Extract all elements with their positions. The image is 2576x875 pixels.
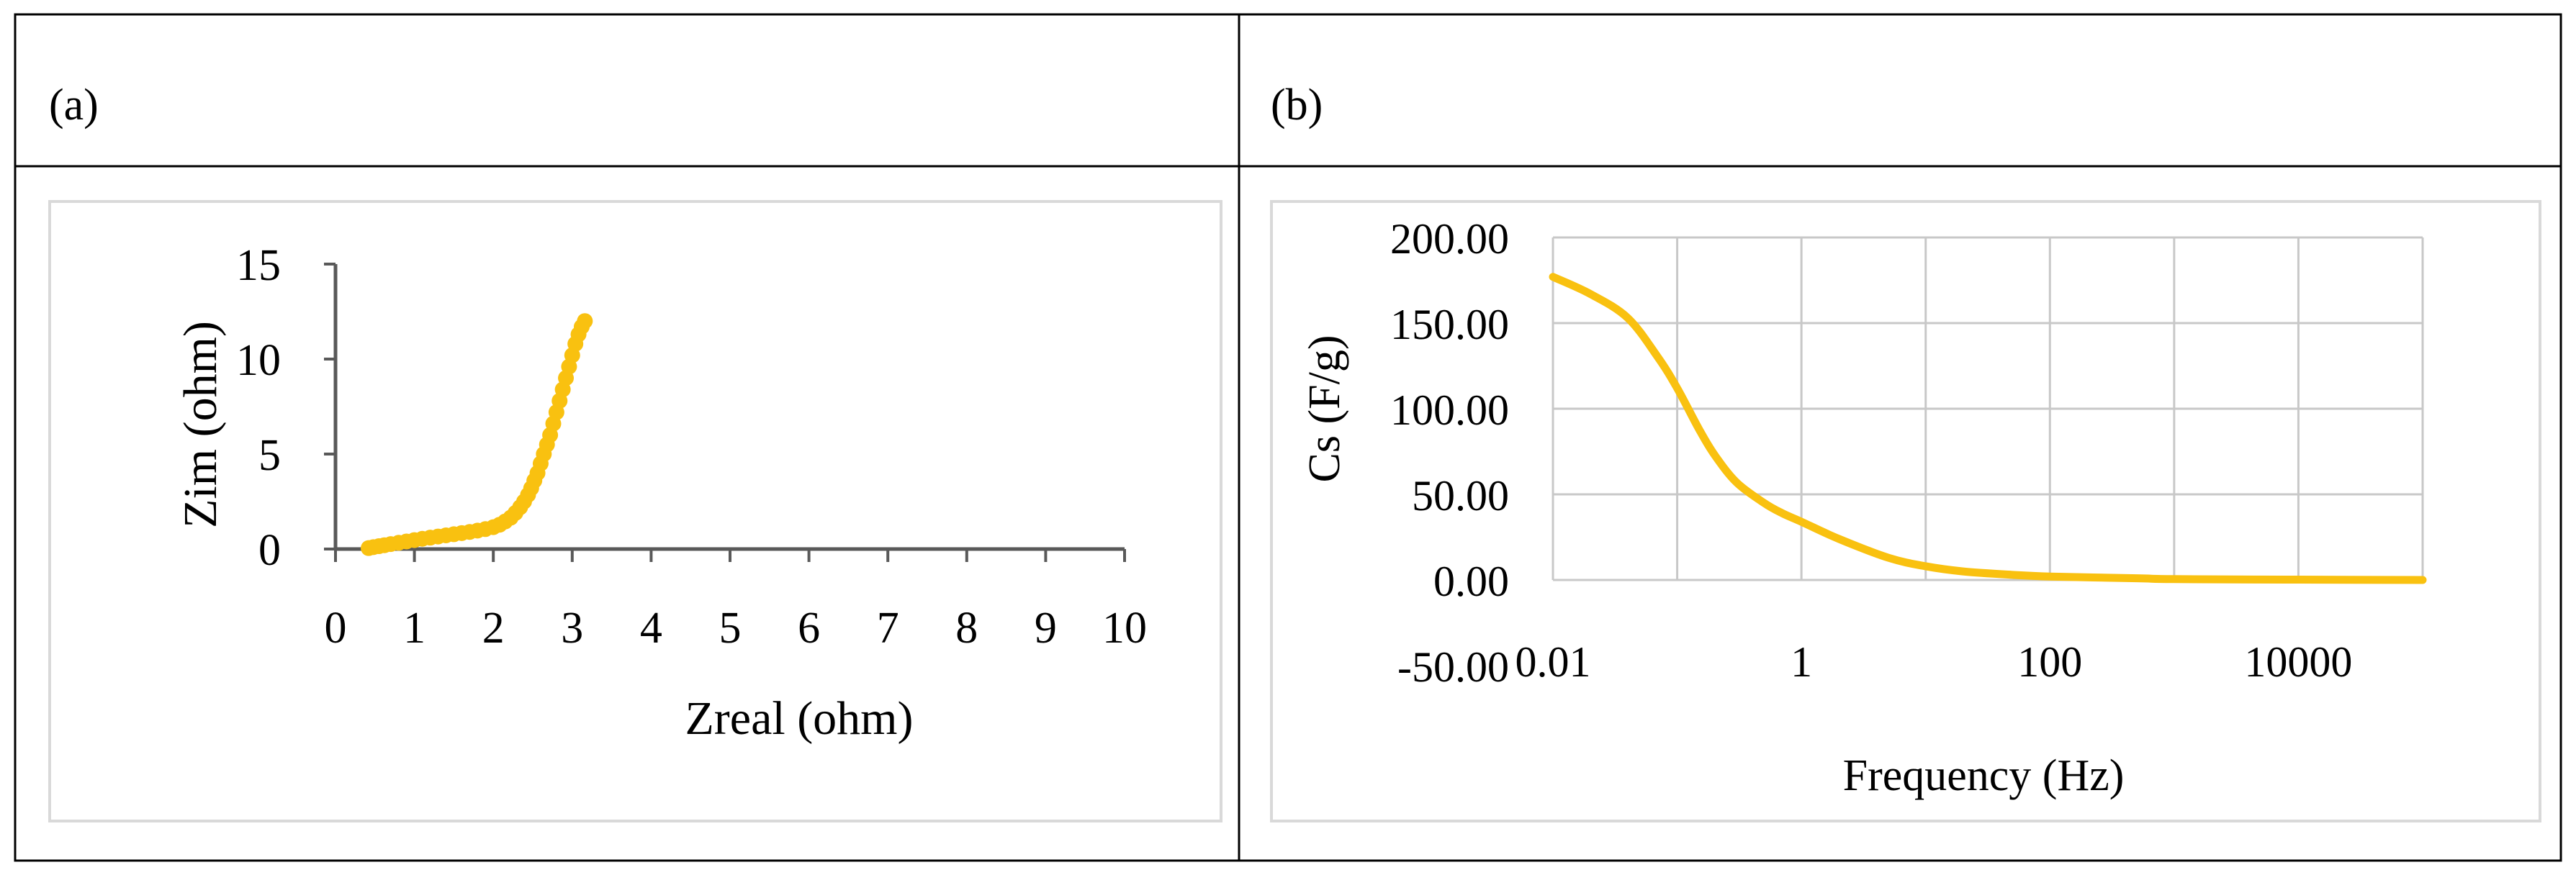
chart-a-y-tick-label: 5 xyxy=(258,431,281,480)
chart-b-gridlines xyxy=(1552,236,2424,581)
chart-b-x-tick-label: 1 xyxy=(1791,638,1812,686)
chart-a-x-tick-label: 5 xyxy=(719,604,742,653)
chart-a-tick-labels: 0 1 2 3 4 5 6 7 8 9 10 0 5 10 15 xyxy=(236,241,1147,653)
chart-a-x-tick-label: 8 xyxy=(955,604,978,653)
chart-a-x-tick-label: 7 xyxy=(877,604,899,653)
chart-b-y-tick-label: 200.00 xyxy=(1390,215,1509,263)
chart-b-tick-labels: -50.00 0.00 50.00 100.00 150.00 200.00 0.01 1 10… xyxy=(1390,215,2352,691)
chart-a-series xyxy=(361,313,593,556)
chart-a-y-tick-label: 10 xyxy=(236,336,281,385)
chart-a-x-tick-label: 4 xyxy=(640,604,662,653)
chart-b-x-tick-label: 0.01 xyxy=(1516,638,1591,686)
chart-a-x-axis-label: Zreal (ohm) xyxy=(685,692,913,745)
chart-b-x-tick-label: 10000 xyxy=(2244,638,2352,686)
chart-a-frame xyxy=(48,200,1222,822)
panel-label-a: (a) xyxy=(49,81,99,130)
chart-a-y-tick-label: 15 xyxy=(236,241,281,290)
panel-label-b: (b) xyxy=(1271,81,1323,130)
chart-a-x-tick-label: 0 xyxy=(325,604,347,653)
chart-a-y-axis-label: Zim (ohm) xyxy=(174,321,227,528)
chart-b-y-tick-label: 150.00 xyxy=(1390,301,1509,348)
table-border xyxy=(14,13,2562,862)
chart-a-x-tick-label: 1 xyxy=(403,604,425,653)
chart-a-axes xyxy=(324,263,1126,562)
chart-b-series-line xyxy=(1549,273,2427,584)
chart-b-x-tick-label: 100 xyxy=(2017,638,2082,686)
chart-b-y-tick-label: 50.00 xyxy=(1412,472,1509,520)
chart-b-y-tick-label: 100.00 xyxy=(1390,386,1509,434)
chart-a-x-tick-label: 6 xyxy=(798,604,820,653)
chart-a-x-tick-label: 9 xyxy=(1035,604,1057,653)
chart-a-x-tick-label: 3 xyxy=(561,604,583,653)
chart-b-y-tick-label: -50.00 xyxy=(1397,643,1509,691)
nyquist-plot: 0 1 2 3 4 5 6 7 8 9 10 0 5 10 15 Zreal (ohm) Zim (ohm) xyxy=(174,241,1147,745)
chart-b-x-axis-label: Frequency (Hz) xyxy=(1843,751,2125,800)
capacitance-plot: -50.00 0.00 50.00 100.00 150.00 200.00 0.01 1 10… xyxy=(1300,215,2427,800)
chart-a-x-tick-label: 10 xyxy=(1102,604,1147,653)
chart-a-x-tick-label: 2 xyxy=(482,604,505,653)
chart-b-series xyxy=(1549,273,2427,584)
chart-b-frame xyxy=(1270,200,2541,822)
chart-a-y-tick-label: 0 xyxy=(258,526,281,575)
chart-b-y-axis-label: Cs (F/g) xyxy=(1300,335,1349,483)
chart-b-y-tick-label: 0.00 xyxy=(1433,558,1509,605)
chart-a-point xyxy=(577,313,593,330)
